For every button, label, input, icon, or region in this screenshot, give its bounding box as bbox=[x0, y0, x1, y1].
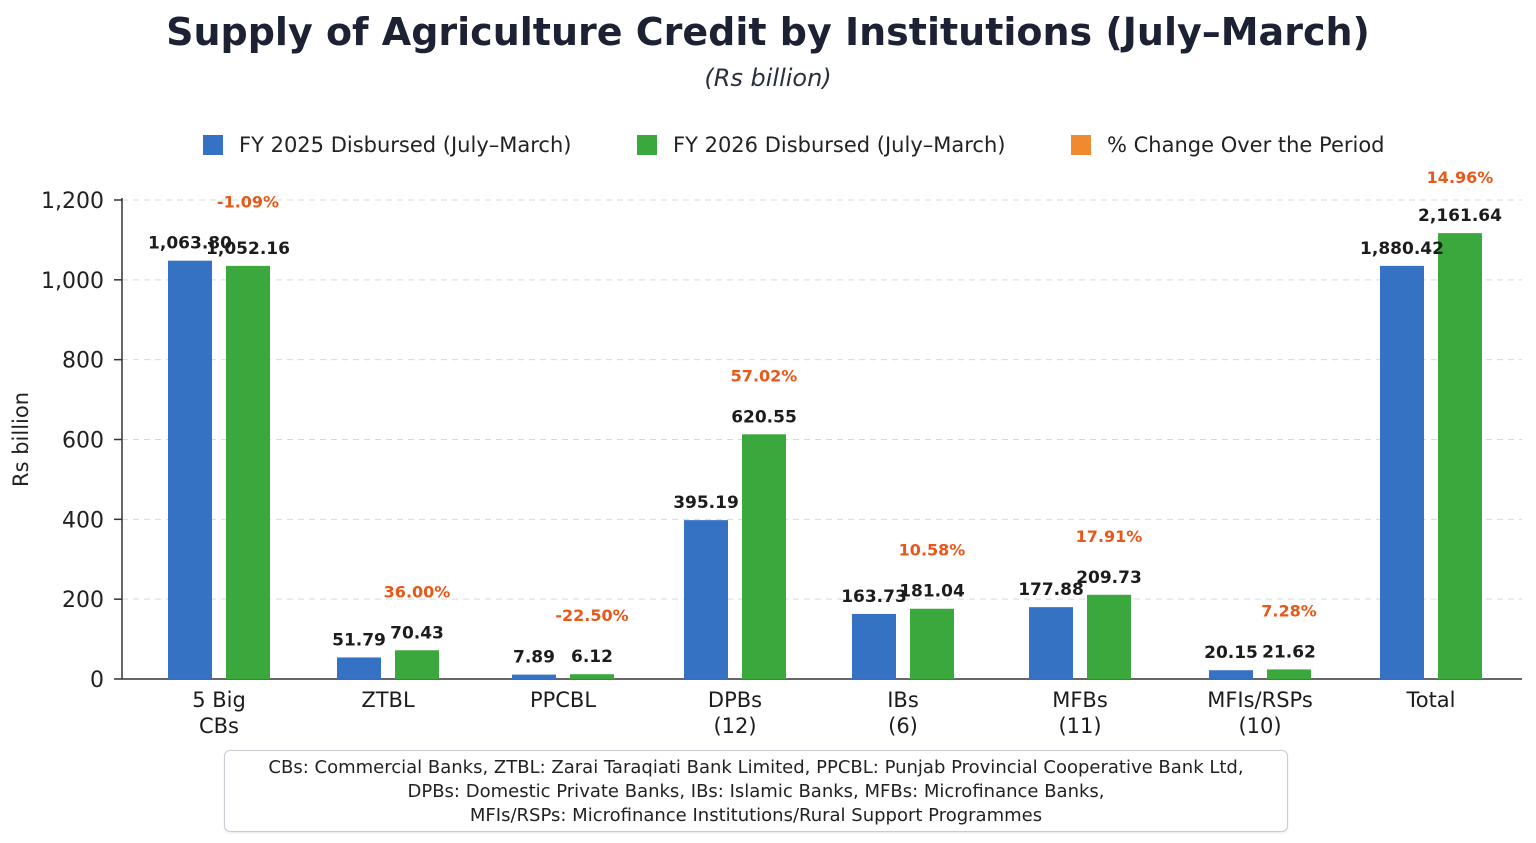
data-label-fy2026: 6.12 bbox=[571, 647, 613, 667]
data-label-fy2025: 1,063.80 bbox=[148, 234, 232, 254]
legend-swatch-pct-change bbox=[1071, 135, 1091, 155]
pct-change-label: 17.91% bbox=[1076, 527, 1143, 546]
y-tick-label: 0 bbox=[90, 668, 104, 693]
data-label-fy2025: 7.89 bbox=[513, 648, 555, 668]
x-tick-label: CBs bbox=[199, 714, 239, 738]
data-label-fy2025: 177.88 bbox=[1018, 580, 1084, 600]
pct-change-label: -1.09% bbox=[217, 193, 279, 212]
pct-change-label: 36.00% bbox=[384, 582, 451, 601]
y-tick-label: 1,200 bbox=[41, 189, 104, 214]
legend-item-pct-change: % Change Over the Period bbox=[1071, 130, 1385, 160]
bar-fy2025 bbox=[1029, 607, 1073, 679]
pct-change-label: 10.58% bbox=[899, 541, 966, 560]
data-label-fy2025: 1,880.42 bbox=[1360, 239, 1444, 259]
bar-fy2025 bbox=[512, 674, 556, 679]
bar-fy2025 bbox=[1380, 265, 1424, 679]
y-tick-label: 400 bbox=[62, 508, 104, 533]
x-tick-label: MFBs bbox=[1052, 688, 1108, 712]
pct-change-label: 7.28% bbox=[1261, 601, 1317, 620]
bar-fy2025 bbox=[337, 657, 381, 679]
chart-legend: FY 2025 Disbursed (July–March) FY 2026 D… bbox=[0, 130, 1536, 160]
x-tick-label: ZTBL bbox=[361, 688, 415, 712]
legend-label-fy2026: FY 2026 Disbursed (July–March) bbox=[673, 133, 1006, 157]
bar-fy2026 bbox=[226, 265, 270, 679]
data-label-fy2026: 21.62 bbox=[1262, 642, 1316, 662]
bar-fy2026 bbox=[1087, 594, 1131, 679]
bar-fy2026 bbox=[570, 674, 614, 679]
x-tick-label: (6) bbox=[888, 714, 918, 738]
x-tick-label: (10) bbox=[1238, 714, 1281, 738]
bar-fy2025 bbox=[1209, 670, 1253, 679]
legend-item-fy2025: FY 2025 Disbursed (July–March) bbox=[203, 130, 571, 160]
y-axis-label: Rs billion bbox=[9, 392, 33, 487]
bar-fy2026 bbox=[1267, 669, 1311, 679]
bar-fy2026 bbox=[742, 434, 786, 679]
note-line-2: DPBs: Domestic Private Banks, IBs: Islam… bbox=[407, 781, 1105, 802]
x-tick-label: 5 Big bbox=[192, 688, 246, 712]
legend-swatch-fy2026 bbox=[637, 135, 657, 155]
note-line-1: CBs: Commercial Banks, ZTBL: Zarai Taraq… bbox=[268, 757, 1244, 778]
data-label-fy2025: 20.15 bbox=[1204, 643, 1258, 663]
bar-fy2026 bbox=[395, 650, 439, 679]
x-tick-label: (11) bbox=[1058, 714, 1101, 738]
data-label-fy2026: 181.04 bbox=[899, 582, 965, 602]
data-label-fy2025: 51.79 bbox=[332, 630, 386, 650]
x-tick-label: DPBs bbox=[708, 688, 762, 712]
data-label-fy2026: 1,052.16 bbox=[206, 239, 290, 259]
x-tick-label: Total bbox=[1405, 688, 1455, 712]
data-label-fy2026: 209.73 bbox=[1076, 568, 1142, 588]
y-tick-label: 200 bbox=[62, 588, 104, 613]
x-tick-label: PPCBL bbox=[530, 688, 596, 712]
data-label-fy2026: 70.43 bbox=[390, 623, 444, 643]
y-tick-label: 800 bbox=[62, 349, 104, 374]
bar-fy2025 bbox=[168, 260, 212, 679]
x-tick-label: MFIs/RSPs bbox=[1207, 688, 1313, 712]
y-tick-label: 1,000 bbox=[41, 269, 104, 294]
bar-fy2026 bbox=[910, 608, 954, 679]
x-tick-label: (12) bbox=[713, 714, 756, 738]
pct-change-label: -22.50% bbox=[555, 606, 628, 625]
data-label-fy2025: 163.73 bbox=[841, 587, 907, 607]
legend-label-pct-change: % Change Over the Period bbox=[1107, 133, 1385, 157]
legend-swatch-fy2025 bbox=[203, 135, 223, 155]
abbreviations-note: CBs: Commercial Banks, ZTBL: Zarai Taraq… bbox=[224, 750, 1288, 832]
y-tick-label: 600 bbox=[62, 429, 104, 454]
bar-fy2026 bbox=[1438, 233, 1482, 679]
legend-label-fy2025: FY 2025 Disbursed (July–March) bbox=[239, 133, 572, 157]
data-label-fy2026: 2,161.64 bbox=[1418, 206, 1502, 226]
x-tick-label: IBs bbox=[887, 688, 919, 712]
pct-change-label: 57.02% bbox=[731, 366, 798, 385]
chart-title: Supply of Agriculture Credit by Institut… bbox=[166, 10, 1370, 54]
data-label-fy2025: 395.19 bbox=[673, 493, 739, 513]
bar-fy2025 bbox=[852, 613, 896, 679]
bar-fy2025 bbox=[684, 520, 728, 679]
chart-subtitle: (Rs billion) bbox=[704, 64, 832, 92]
data-label-fy2026: 620.55 bbox=[731, 407, 797, 427]
note-line-3: MFIs/RSPs: Microfinance Institutions/Rur… bbox=[469, 805, 1043, 826]
pct-change-label: 14.96% bbox=[1427, 168, 1494, 187]
legend-item-fy2026: FY 2026 Disbursed (July–March) bbox=[637, 130, 1005, 160]
